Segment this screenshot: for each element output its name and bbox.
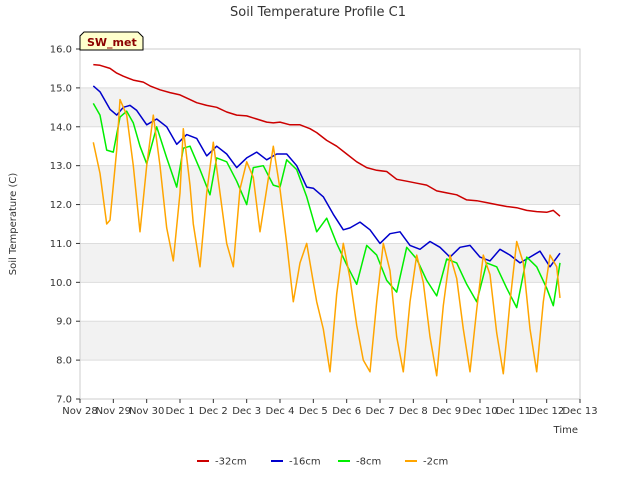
legend-label: -2cm <box>423 457 448 468</box>
x-axis-title: Time <box>553 425 578 436</box>
x-tick-label: Dec 8 <box>399 406 428 417</box>
x-tick-label: Dec 6 <box>332 406 361 417</box>
legend-label: -8cm <box>356 457 381 468</box>
grid-band <box>80 165 580 205</box>
y-tick-label: 16.0 <box>50 45 72 56</box>
x-tick-label: Dec 11 <box>496 406 531 417</box>
series-layer <box>92 63 561 377</box>
legend-label: -16cm <box>289 457 321 468</box>
y-tick-label: 9.0 <box>56 317 72 328</box>
legend-entry: -2cm <box>405 457 448 468</box>
x-tick-label: Nov 30 <box>129 406 164 417</box>
series-line-minus-16cm <box>92 85 561 268</box>
grid-band <box>80 243 580 283</box>
x-tick-label: Dec 13 <box>562 406 597 417</box>
y-tick-label: 12.0 <box>50 200 72 211</box>
y-axis-ticks: 7.0 8.0 9.0 10.0 11.0 12.0 13.0 14.0 15.0 16.0 <box>50 45 80 406</box>
series-line-minus-32cm <box>93 63 561 217</box>
x-tick-label: Dec 12 <box>529 406 564 417</box>
series-line-minus-8cm <box>92 103 561 309</box>
legend-entry: -32cm <box>197 457 247 468</box>
legend-entry: -8cm <box>338 457 381 468</box>
y-tick-label: 15.0 <box>50 83 72 94</box>
legend: -32cm -16cm -8cm -2cm <box>197 457 448 468</box>
chart-title: Soil Temperature Profile C1 <box>230 5 406 20</box>
y-tick-label: 14.0 <box>50 122 72 133</box>
series-line-minus-2cm <box>92 98 561 377</box>
x-tick-label: Dec 5 <box>299 406 328 417</box>
y-tick-label: 10.0 <box>50 278 72 289</box>
axes <box>79 48 581 400</box>
x-tick-label: Dec 2 <box>199 406 228 417</box>
y-tick-label: 11.0 <box>50 239 72 250</box>
y-tick-label: 13.0 <box>50 161 72 172</box>
grid-band <box>80 87 580 127</box>
legend-label: -32cm <box>215 457 247 468</box>
x-tick-label: Nov 29 <box>96 406 131 417</box>
x-tick-label: Dec 3 <box>232 406 261 417</box>
x-tick-label: Dec 1 <box>166 406 195 417</box>
station-badge: SW_met <box>79 31 144 51</box>
x-tick-label: Dec 9 <box>432 406 461 417</box>
x-tick-label: Dec 4 <box>266 406 295 417</box>
legend-entry: -16cm <box>271 457 321 468</box>
plot-border <box>79 48 581 400</box>
x-tick-label: Nov 28 <box>62 406 97 417</box>
y-tick-label: 7.0 <box>56 395 72 406</box>
station-badge-label: SW_met <box>87 36 137 49</box>
station-badge-shape <box>79 31 144 51</box>
x-tick-label: Dec 7 <box>366 406 395 417</box>
x-tick-label: Dec 10 <box>462 406 497 417</box>
y-axis-title: Soil Temperature (C) <box>8 173 19 276</box>
y-tick-label: 8.0 <box>56 356 72 367</box>
